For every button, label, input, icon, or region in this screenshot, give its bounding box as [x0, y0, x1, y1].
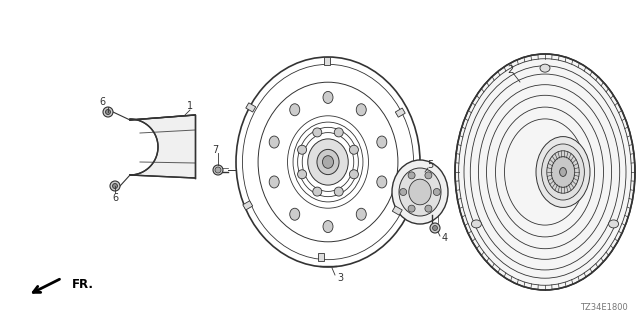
Ellipse shape [269, 176, 279, 188]
Ellipse shape [349, 145, 358, 154]
Text: 3: 3 [337, 273, 343, 283]
Text: 1: 1 [187, 101, 193, 111]
Text: 7: 7 [212, 145, 218, 155]
Bar [392, 206, 402, 215]
Ellipse shape [356, 104, 366, 116]
Ellipse shape [349, 170, 358, 179]
Ellipse shape [290, 208, 300, 220]
Ellipse shape [313, 187, 322, 196]
Ellipse shape [540, 64, 550, 72]
Ellipse shape [547, 151, 579, 193]
Ellipse shape [472, 220, 481, 228]
Bar [324, 57, 330, 65]
Ellipse shape [377, 176, 387, 188]
Ellipse shape [536, 137, 590, 207]
Ellipse shape [317, 149, 339, 175]
Ellipse shape [269, 136, 279, 148]
Text: 2: 2 [507, 65, 513, 75]
Text: TZ34E1800: TZ34E1800 [580, 303, 628, 313]
Circle shape [103, 107, 113, 117]
Circle shape [430, 223, 440, 233]
Circle shape [213, 165, 223, 175]
Ellipse shape [323, 92, 333, 103]
Ellipse shape [559, 168, 566, 176]
Text: FR.: FR. [72, 277, 94, 291]
Ellipse shape [408, 172, 415, 179]
Ellipse shape [323, 220, 333, 233]
Ellipse shape [400, 188, 406, 196]
Ellipse shape [334, 128, 343, 137]
Ellipse shape [408, 205, 415, 212]
Bar [243, 201, 253, 210]
Text: 5: 5 [427, 160, 433, 170]
Ellipse shape [308, 139, 348, 185]
Ellipse shape [541, 144, 584, 200]
Bar [246, 103, 256, 112]
Circle shape [433, 226, 438, 230]
Circle shape [113, 183, 118, 188]
Text: 6: 6 [99, 97, 105, 107]
Ellipse shape [425, 205, 432, 212]
Ellipse shape [313, 128, 322, 137]
Ellipse shape [377, 136, 387, 148]
Bar [318, 253, 324, 261]
Text: 4: 4 [442, 233, 448, 243]
Ellipse shape [298, 170, 307, 179]
Ellipse shape [551, 157, 575, 187]
Ellipse shape [392, 160, 448, 224]
Ellipse shape [455, 54, 635, 290]
Circle shape [215, 167, 221, 173]
Text: 6: 6 [112, 193, 118, 203]
Bar [396, 108, 405, 117]
Ellipse shape [433, 188, 440, 196]
Ellipse shape [409, 179, 431, 205]
Ellipse shape [609, 220, 619, 228]
Ellipse shape [425, 172, 432, 179]
Polygon shape [130, 115, 195, 178]
Circle shape [110, 181, 120, 191]
Ellipse shape [236, 57, 420, 267]
Ellipse shape [290, 104, 300, 116]
Ellipse shape [399, 168, 441, 216]
Circle shape [106, 109, 111, 115]
Ellipse shape [356, 208, 366, 220]
Ellipse shape [334, 187, 343, 196]
Ellipse shape [298, 145, 307, 154]
Ellipse shape [323, 156, 333, 168]
